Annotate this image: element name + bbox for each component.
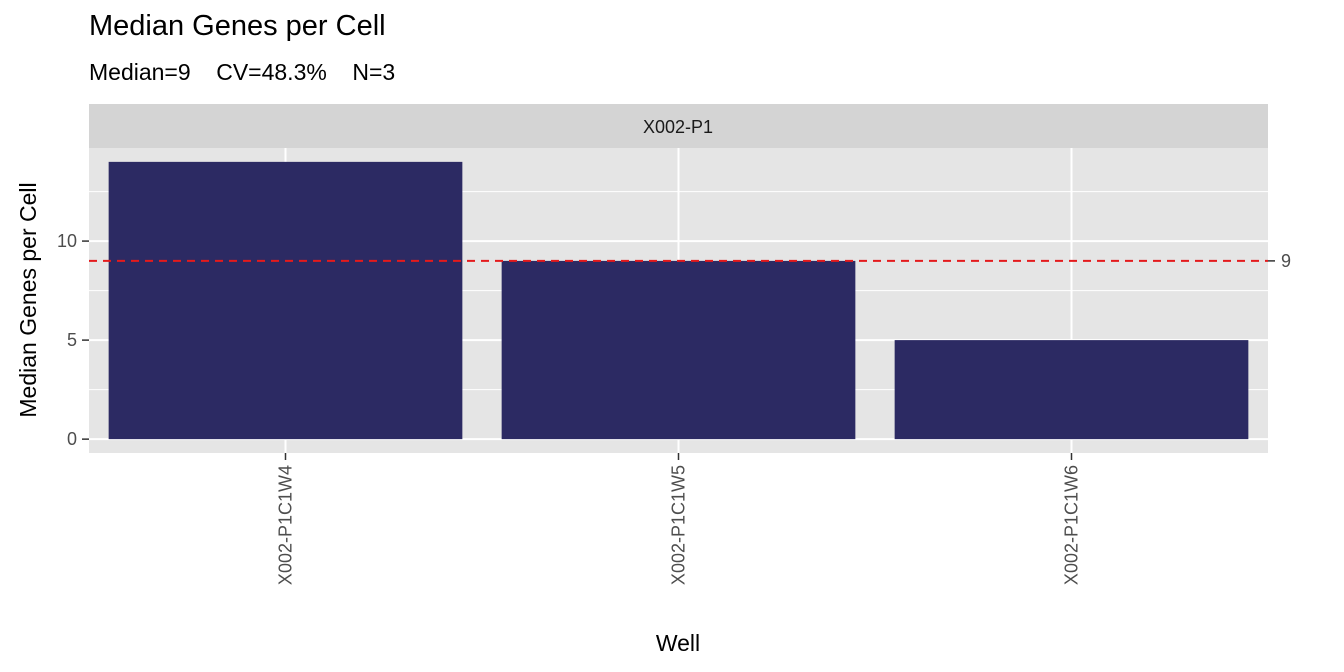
x-axis-title: Well <box>656 630 700 656</box>
chart-title: Median Genes per Cell <box>89 10 386 42</box>
x-tick-label: X002-P1C1W6 <box>1062 465 1082 585</box>
y-tick-label: 5 <box>67 330 77 350</box>
bar-X002-P1C1W4 <box>108 161 463 440</box>
y-tick-label: 0 <box>67 429 77 449</box>
y-axis-title: Median Genes per Cell <box>15 182 41 417</box>
x-tick-label: X002-P1C1W4 <box>276 465 296 585</box>
chart-subtitle: Median=9 CV=48.3% N=3 <box>89 59 396 85</box>
facet-strip <box>89 104 1268 148</box>
facet-strip-label: X002-P1 <box>643 117 713 137</box>
bar-X002-P1C1W5 <box>501 260 856 440</box>
x-tick-label: X002-P1C1W5 <box>669 465 689 585</box>
median-reference-label: 9 <box>1281 251 1291 271</box>
y-tick-label: 10 <box>57 231 77 251</box>
bar-X002-P1C1W6 <box>894 340 1249 440</box>
